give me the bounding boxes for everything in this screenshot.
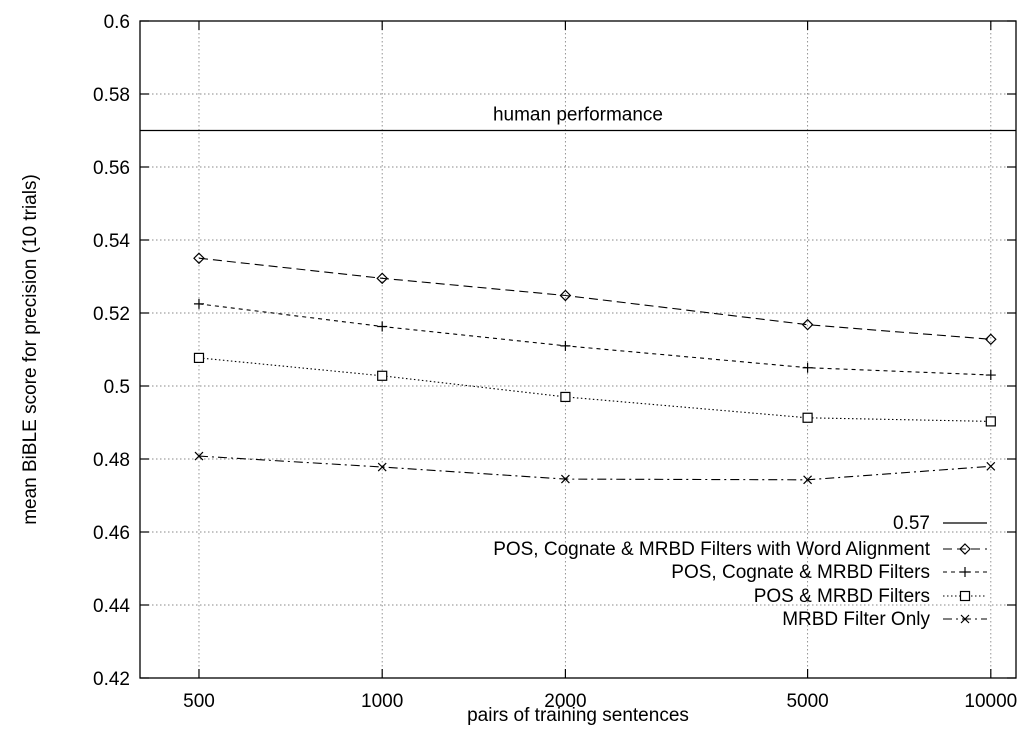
data-point bbox=[801, 318, 814, 331]
legend-item-series-2: POS, Cognate & MRBD Filters bbox=[671, 562, 987, 583]
x-tick-label: 500 bbox=[183, 691, 215, 712]
data-point bbox=[960, 567, 970, 577]
data-point bbox=[802, 362, 813, 373]
series-line bbox=[198, 455, 991, 481]
data-point bbox=[803, 475, 813, 485]
x-tick-label: 10000 bbox=[964, 691, 1017, 712]
data-point bbox=[560, 474, 570, 484]
y-tick-label: 0.46 bbox=[93, 523, 130, 544]
series-line bbox=[198, 303, 991, 376]
reference-line-group: human performance bbox=[140, 105, 1016, 132]
x-tick-label: 1000 bbox=[361, 691, 403, 712]
legend-label: 0.57 bbox=[893, 513, 930, 534]
data-point bbox=[985, 370, 996, 381]
plot-frame bbox=[139, 20, 1017, 679]
y-axis-title: mean BiBLE score for precision (10 trial… bbox=[20, 174, 41, 525]
data-point bbox=[560, 340, 571, 351]
y-tick-label: 0.6 bbox=[104, 12, 130, 33]
series-group bbox=[193, 252, 997, 485]
y-tick-label: 0.48 bbox=[93, 450, 130, 471]
series-2 bbox=[193, 298, 996, 381]
data-point bbox=[559, 289, 572, 302]
data-point bbox=[984, 333, 997, 346]
y-tick-label: 0.56 bbox=[93, 158, 130, 179]
x-tick-label: 2000 bbox=[544, 691, 586, 712]
data-point bbox=[193, 352, 205, 363]
legend-label: POS & MRBD Filters bbox=[754, 586, 930, 607]
data-point bbox=[985, 416, 996, 427]
y-tick-label: 0.58 bbox=[93, 85, 130, 106]
legend-label: POS, Cognate & MRBD Filters bbox=[671, 562, 930, 583]
x-tick-label: 5000 bbox=[786, 691, 828, 712]
series-line bbox=[198, 357, 991, 422]
legend: 0.57 POS, Cognate & MRBD Filters with Wor… bbox=[493, 513, 987, 630]
data-point bbox=[376, 272, 389, 285]
data-point bbox=[193, 252, 205, 265]
data-point bbox=[959, 590, 971, 602]
data-point bbox=[193, 298, 204, 309]
y-tick-label: 0.44 bbox=[93, 596, 130, 617]
reference-annotation: human performance bbox=[493, 105, 663, 126]
legend-item-series-3: POS & MRBD Filters bbox=[754, 586, 987, 607]
y-tick-label: 0.42 bbox=[93, 669, 130, 690]
x-axis-title: pairs of training sentences bbox=[467, 705, 689, 726]
series-1 bbox=[193, 252, 997, 346]
data-point bbox=[377, 370, 388, 381]
data-point bbox=[959, 543, 971, 555]
y-tick-label: 0.5 bbox=[104, 377, 130, 398]
legend-item-reference: 0.57 bbox=[893, 513, 987, 534]
legend-label: POS, Cognate & MRBD Filters with Word Al… bbox=[493, 539, 931, 560]
series-4 bbox=[194, 451, 996, 485]
legend-item-series-4: MRBD Filter Only bbox=[782, 609, 987, 630]
data-point bbox=[377, 321, 388, 332]
data-point bbox=[960, 614, 970, 624]
data-point bbox=[377, 462, 387, 472]
y-tick-label: 0.52 bbox=[93, 304, 130, 325]
series-line bbox=[198, 257, 991, 340]
series-3 bbox=[193, 352, 996, 427]
legend-item-series-1: POS, Cognate & MRBD Filters with Word Al… bbox=[493, 539, 987, 560]
legend-label: MRBD Filter Only bbox=[782, 609, 930, 630]
axis-ticks: 0.42 0.44 0.46 0.48 0.5 0.52 0.54 0.56 0.58 0.6 50… bbox=[93, 12, 1017, 712]
data-point bbox=[802, 412, 813, 423]
y-tick-label: 0.54 bbox=[93, 231, 130, 252]
data-point bbox=[986, 461, 996, 471]
data-point bbox=[560, 391, 571, 403]
data-point bbox=[194, 451, 204, 461]
